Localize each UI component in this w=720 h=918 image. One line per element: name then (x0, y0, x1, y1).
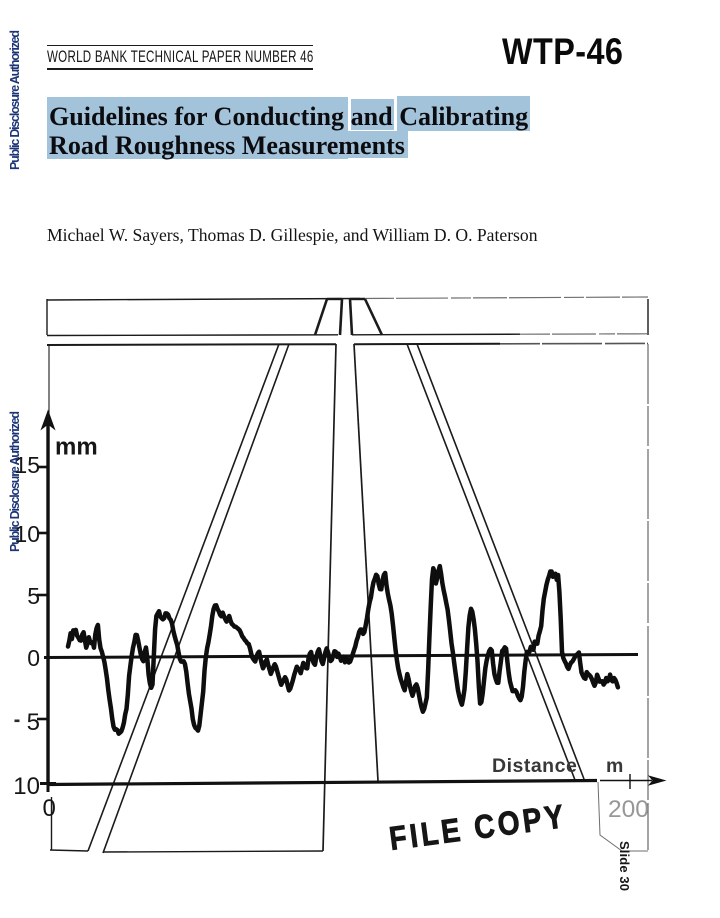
svg-text:200: 200 (608, 796, 649, 823)
svg-text:FILE COPY: FILE COPY (387, 798, 569, 858)
svg-text:Public Disclosure Authorized: Public Disclosure Authorized (8, 411, 22, 552)
svg-text:m: m (606, 755, 623, 777)
svg-text:mm: mm (55, 434, 98, 461)
svg-text:10: 10 (14, 521, 40, 547)
svg-text:Slide 30: Slide 30 (617, 841, 632, 891)
svg-text:10: 10 (13, 773, 40, 800)
svg-text:5: 5 (27, 709, 40, 736)
svg-text:0: 0 (43, 795, 56, 822)
svg-text:Public Disclosure Authorized: Public Disclosure Authorized (8, 30, 22, 170)
svg-text:0: 0 (27, 645, 40, 671)
svg-text:Distance: Distance (492, 755, 577, 777)
svg-text:15: 15 (14, 452, 40, 478)
svg-text:5: 5 (27, 583, 40, 609)
